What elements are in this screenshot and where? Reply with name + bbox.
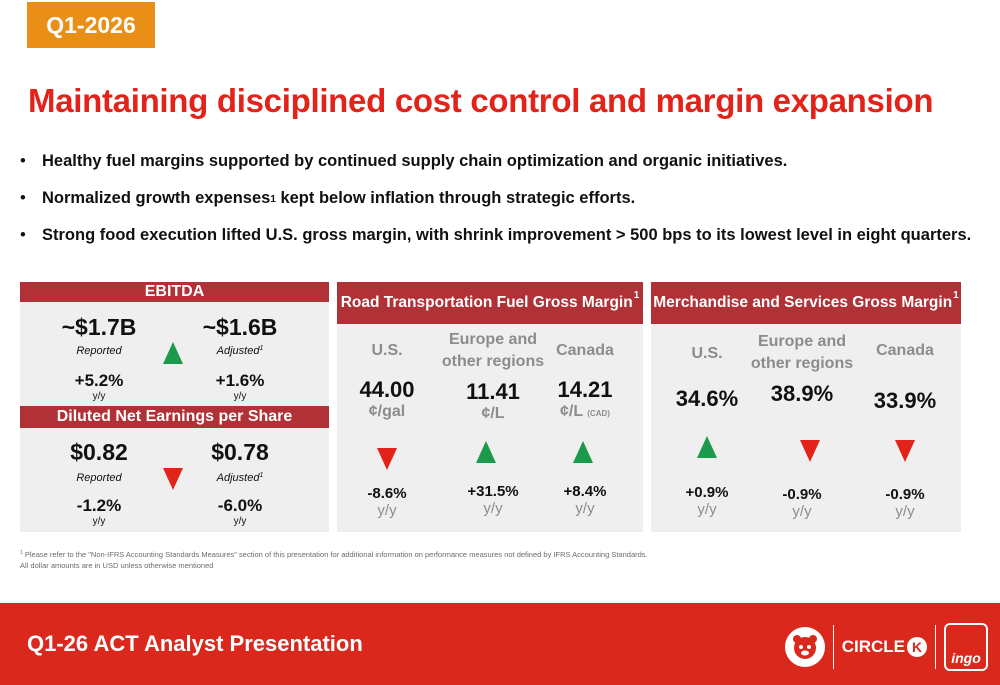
footnote-line: All dollar amounts are in USD unless oth…: [20, 561, 214, 570]
road-fuel-europe-value: 11.41: [466, 379, 520, 404]
eps-adjusted-label: Adjusted1: [216, 472, 264, 484]
road-fuel-panel: Road Transportation Fuel Gross Margin 1 U…: [337, 282, 643, 532]
down-arrow-icon: [895, 440, 915, 462]
ebitda-reported-label: Reported: [76, 345, 122, 357]
down-arrow-icon: [377, 448, 397, 470]
bullet-text: Normalized growth expenses: [42, 189, 271, 207]
quarter-tag: Q1-2026: [27, 2, 155, 48]
eps-reported-label: Reported: [76, 472, 122, 484]
footnote-marker: 1: [270, 194, 276, 205]
ebitda-adjusted-value: ~$1.6B: [202, 314, 278, 340]
footer-title: Q1-26 ACT Analyst Presentation: [27, 631, 363, 656]
eps-adjusted: $0.78 Adjusted1 -6.0% y/y: [185, 439, 295, 527]
up-arrow-icon: [697, 436, 717, 458]
up-arrow-icon: [163, 342, 183, 364]
eps-adjusted-change: -6.0%: [217, 496, 263, 515]
eps-reported: $0.82 Reported -1.2% y/y: [44, 439, 154, 527]
unit-label: ¢/L: [481, 405, 505, 422]
ingo-logo: ingo: [944, 623, 988, 671]
change-value: -0.9%: [885, 486, 925, 503]
merch-canada-change: -0.9% y/y: [855, 486, 955, 520]
bullet-item: Strong food execution lifted U.S. gross …: [20, 224, 990, 261]
ebitda-reported: ~$1.7B Reported +5.2% y/y: [44, 314, 154, 402]
region-label: U.S.: [691, 345, 723, 362]
bullet-item: Healthy fuel margins supported by contin…: [20, 150, 990, 187]
merch-us-change: +0.9% y/y: [657, 484, 757, 518]
yy-label: y/y: [895, 503, 915, 520]
logo-divider: [832, 625, 834, 669]
down-arrow-icon: [800, 440, 820, 462]
change-value: -8.6%: [367, 485, 407, 502]
yy-label: y/y: [233, 516, 247, 527]
change-value: -0.9%: [782, 486, 822, 503]
merchandise-title: Merchandise and Services Gross Margin 1: [651, 282, 961, 324]
yy-label: y/y: [233, 391, 247, 402]
down-arrow-icon: [163, 468, 183, 490]
merch-us-value: 34.6%: [675, 386, 739, 411]
eps-reported-value: $0.82: [70, 439, 128, 465]
road-fuel-us-change: -8.6% y/y: [337, 485, 437, 519]
merch-us: U.S. 34.6%: [657, 342, 757, 412]
unit-label: ¢/L (CAD): [560, 403, 610, 420]
region-label: Canada: [556, 342, 614, 359]
road-fuel-canada-change: +8.4% y/y: [535, 483, 635, 517]
region-label: Europe and other regions: [750, 333, 854, 372]
ebitda-adjusted-change: +1.6%: [215, 371, 265, 390]
ebitda-reported-value: ~$1.7B: [61, 314, 137, 340]
bullet-list: Healthy fuel margins supported by contin…: [20, 150, 990, 261]
unit-label: ¢/gal: [368, 403, 406, 420]
yy-label: y/y: [92, 516, 106, 527]
change-value: +8.4%: [563, 483, 607, 500]
merch-canada: Canada 33.9%: [855, 340, 955, 414]
merch-europe-value: 38.9%: [770, 381, 834, 406]
footnote-line: 1 Please refer to the "Non-IFRS Accounti…: [20, 550, 648, 559]
up-arrow-icon: [476, 441, 496, 463]
eps-title: Diluted Net Earnings per Share: [20, 406, 329, 428]
footer-bar: Q1-26 ACT Analyst Presentation CIRCLE K i…: [0, 603, 1000, 685]
yy-label: y/y: [483, 500, 503, 517]
yy-label: y/y: [697, 501, 717, 518]
yy-label: y/y: [792, 503, 812, 520]
brand-logos: CIRCLE K ingo: [784, 621, 988, 673]
road-fuel-europe: Europe and other regions 11.41 ¢/L: [440, 329, 546, 423]
couche-tard-logo-icon: [784, 627, 825, 667]
logo-divider: [935, 625, 936, 669]
ebitda-adjusted: ~$1.6B Adjusted1 +1.6% y/y: [185, 314, 295, 402]
ebitda-reported-change: +5.2%: [74, 371, 124, 390]
change-value: +31.5%: [467, 483, 519, 500]
ebitda-title: EBITDA: [20, 282, 329, 302]
page-title: Maintaining disciplined cost control and…: [28, 82, 934, 119]
ebitda-eps-panel: EBITDA ~$1.7B Reported +5.2% y/y ~$1.6B …: [20, 282, 329, 532]
yy-label: y/y: [377, 502, 397, 519]
change-value: +0.9%: [685, 484, 729, 501]
merch-canada-value: 33.9%: [873, 388, 937, 413]
circle-k-logo: CIRCLE K: [842, 637, 927, 657]
up-arrow-icon: [573, 441, 593, 463]
merchandise-panel: Merchandise and Services Gross Margin 1 U…: [651, 282, 961, 532]
ebitda-adjusted-label: Adjusted1: [216, 345, 264, 357]
footnotes: 1 Please refer to the "Non-IFRS Accounti…: [20, 548, 648, 571]
region-label: Europe and other regions: [441, 331, 545, 370]
eps-adjusted-value: $0.78: [211, 439, 269, 465]
region-label: U.S.: [371, 342, 403, 359]
road-fuel-canada-value: 14.21: [557, 377, 613, 402]
yy-label: y/y: [92, 391, 106, 402]
merch-europe: Europe and other regions 38.9%: [750, 331, 854, 407]
bullet-item: Normalized growth expenses1 kept below i…: [20, 187, 990, 224]
road-fuel-us: U.S. 44.00 ¢/gal: [337, 340, 437, 421]
road-fuel-title: Road Transportation Fuel Gross Margin 1: [337, 282, 643, 324]
yy-label: y/y: [575, 500, 595, 517]
road-fuel-canada: Canada 14.21 ¢/L (CAD): [535, 340, 635, 421]
circle-k-mark-icon: K: [907, 637, 927, 657]
bullet-text: kept below inflation through strategic e…: [275, 189, 636, 207]
merch-europe-change: -0.9% y/y: [750, 486, 854, 520]
eps-reported-change: -1.2%: [76, 496, 122, 515]
road-fuel-us-value: 44.00: [359, 377, 415, 402]
region-label: Canada: [876, 342, 934, 359]
road-fuel-europe-change: +31.5% y/y: [440, 483, 546, 517]
